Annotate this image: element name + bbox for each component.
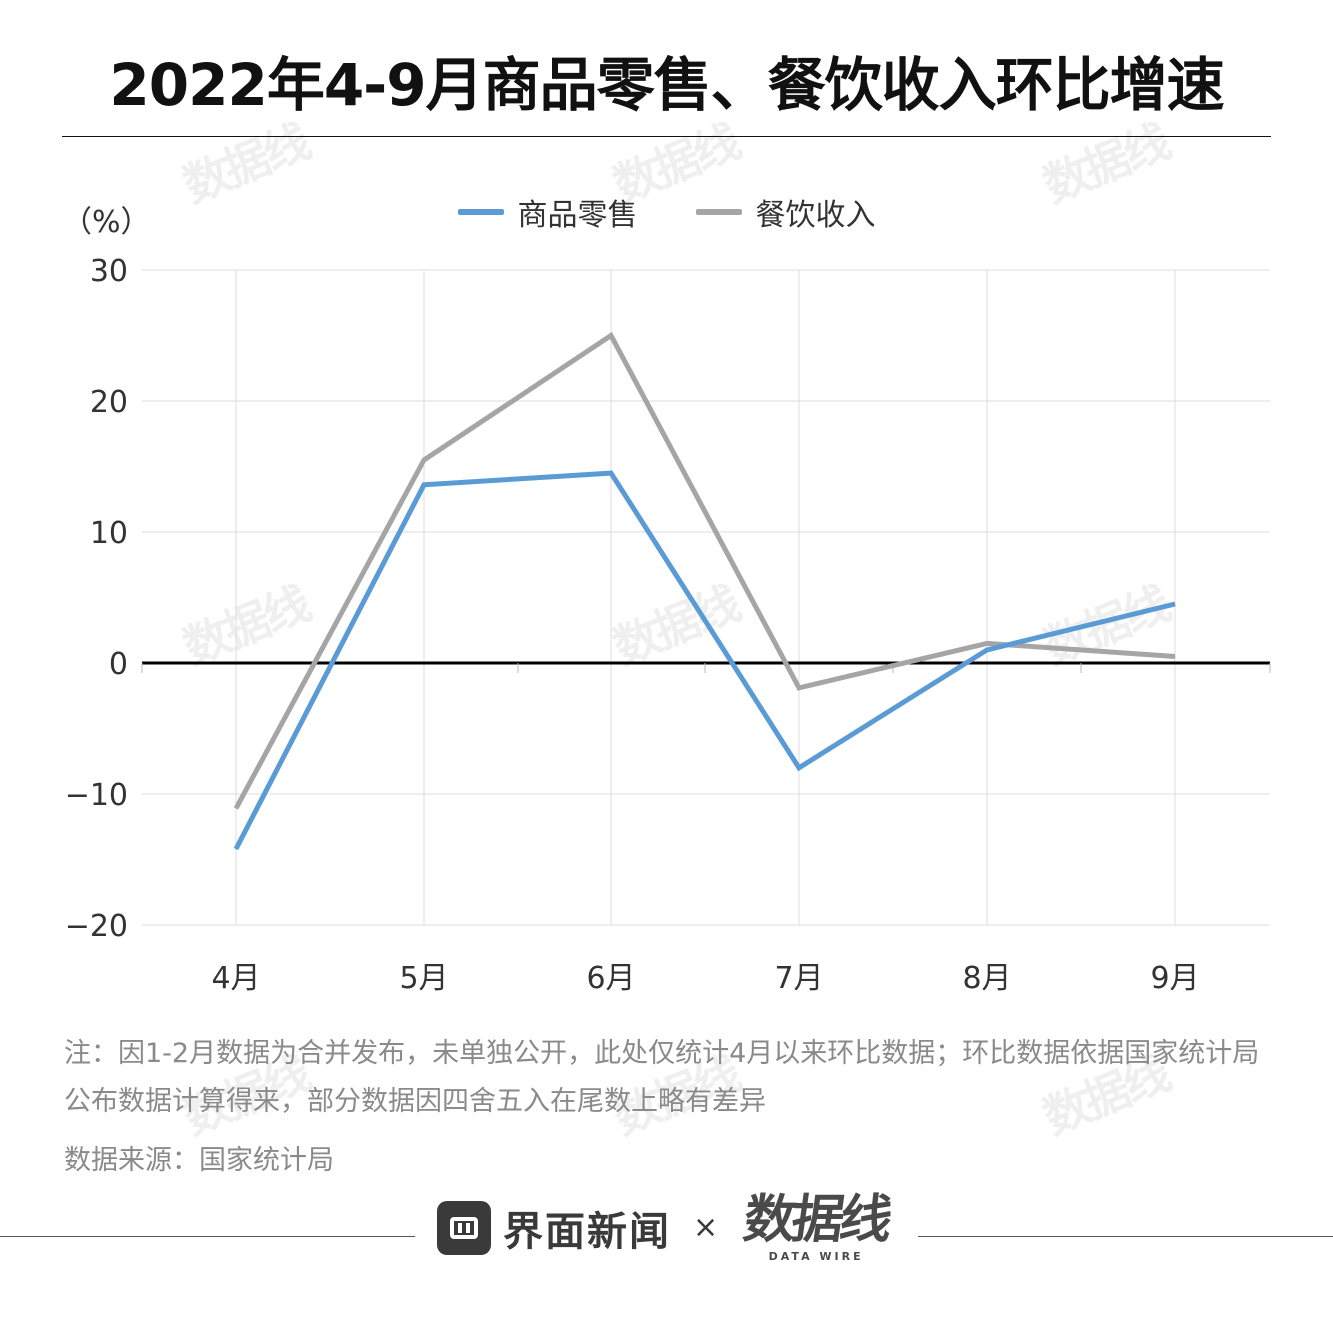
y-axis-unit-label: （%） — [62, 205, 151, 240]
y-tick-label: 20 — [90, 385, 128, 420]
legend-label-catering: 餐饮收入 — [755, 198, 876, 233]
y-tick-label: −20 — [65, 909, 128, 944]
footer-divider-right — [918, 1236, 1333, 1237]
data-point-retail — [798, 767, 800, 769]
series-line-catering — [233, 331, 1176, 810]
data-source: 数据来源：国家统计局 — [64, 1145, 334, 1176]
data-point-catering — [423, 459, 425, 461]
x-tick-label: 6月 — [586, 961, 635, 996]
x-tick-label: 4月 — [211, 961, 260, 996]
jiemian-brand-name: 界面新闻 — [503, 1208, 671, 1255]
data-point-retail — [610, 472, 612, 474]
legend-swatch-retail — [457, 209, 504, 215]
data-point-catering — [235, 807, 237, 809]
x-tick-label: 8月 — [962, 961, 1011, 996]
y-tick-label: 30 — [90, 254, 128, 289]
datawire-logo-en: DATA WIRE — [768, 1250, 864, 1263]
y-tick-label: −10 — [65, 778, 128, 813]
footer-brand: 界面新闻 × 数据线 DATA WIRE — [437, 1190, 892, 1263]
legend-item-catering: 餐饮收入 — [695, 190, 876, 234]
times-separator: × — [693, 1210, 719, 1245]
x-tick-label: 5月 — [399, 961, 448, 996]
chart-legend: 商品零售 餐饮收入 — [0, 190, 1333, 234]
chart-note: 注：因1-2月数据为合并发布，未单独公开，此处仅统计4月以来环比数据；环比数据依… — [64, 1038, 1260, 1117]
series-layer — [233, 331, 1176, 851]
data-point-retail — [1174, 603, 1176, 605]
footer-divider-left — [0, 1236, 415, 1237]
jiemian-logo-icon — [437, 1200, 491, 1255]
grid-layer — [142, 269, 1270, 926]
y-tick-label: 10 — [90, 516, 128, 551]
series-line-retail — [233, 470, 1176, 851]
data-point-catering — [1174, 656, 1176, 657]
x-tick-label: 9月 — [1150, 961, 1199, 996]
data-point-catering — [798, 687, 800, 689]
y-tick-label: 0 — [109, 647, 128, 682]
x-tick-label: 7月 — [774, 961, 823, 996]
data-point-retail — [235, 848, 237, 850]
data-point-retail — [423, 484, 425, 486]
data-point-catering — [610, 335, 612, 336]
chart-title: 2022年4-9月商品零售、餐饮收入环比增速 — [109, 51, 1224, 119]
legend-swatch-catering — [695, 209, 742, 215]
legend-label-retail: 商品零售 — [517, 198, 638, 233]
legend-item-retail: 商品零售 — [457, 190, 638, 234]
line-chart: （%） 30 20 10 0 −10 −20 4月 5月 6月 7月 8月 9月 — [62, 205, 1271, 996]
datawire-logo-cn: 数据线 — [739, 1190, 893, 1250]
title-divider — [62, 136, 1271, 137]
data-point-retail — [986, 649, 988, 651]
datawire-logo: 数据线 DATA WIRE — [740, 1190, 892, 1263]
data-point-catering — [986, 642, 988, 644]
